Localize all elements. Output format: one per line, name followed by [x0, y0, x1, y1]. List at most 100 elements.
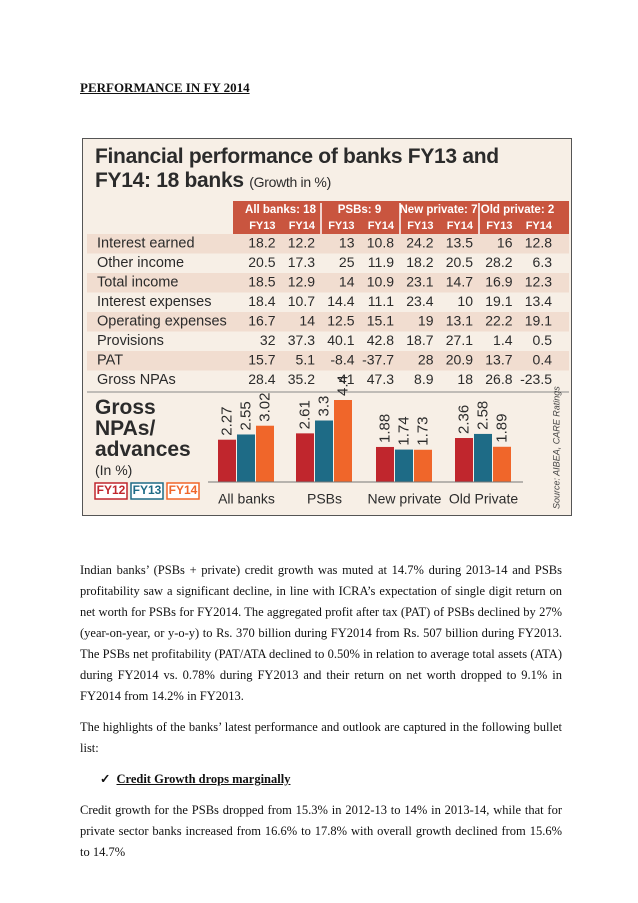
row-label: Interest earned — [97, 236, 195, 252]
cell: 18.7 — [406, 332, 433, 348]
cell: 12.3 — [525, 273, 552, 289]
row-band — [87, 273, 569, 293]
column-header: FY13 — [328, 220, 354, 232]
row-label: Gross NPAs — [97, 372, 176, 388]
cell: 10 — [457, 293, 473, 309]
cell: 23.1 — [406, 273, 433, 289]
value-label: 2.27 — [218, 406, 235, 435]
row-band — [87, 234, 569, 254]
cell: 18 — [457, 371, 473, 387]
source: Source: AIBEA, CARE Ratings — [551, 386, 561, 509]
infographic-title: Financial performance of banks FY13 and … — [95, 145, 555, 194]
cell: 5.1 — [296, 351, 316, 367]
cell: 26.8 — [485, 371, 512, 387]
value-label: 3.3 — [315, 396, 332, 417]
row-band — [87, 292, 569, 312]
row-label: PAT — [97, 353, 123, 369]
cell: 47.3 — [367, 371, 394, 387]
bar — [315, 420, 333, 482]
row-label: Interest expenses — [97, 294, 211, 310]
chart-subtitle: (In %) — [95, 462, 133, 478]
legend-swatch — [94, 482, 128, 500]
cell: 11.1 — [368, 293, 394, 309]
cell: 16.9 — [485, 273, 512, 289]
paragraph: Credit growth for the PSBs dropped from … — [80, 803, 562, 859]
value-label: 2.58 — [474, 401, 491, 430]
cell: 28.4 — [248, 371, 275, 387]
bar — [237, 434, 255, 482]
cell: 28 — [418, 351, 434, 367]
value-label: 2.61 — [296, 400, 313, 429]
cell: 17.3 — [288, 254, 315, 270]
value-label: 1.88 — [376, 414, 393, 443]
cell: 13.1 — [446, 312, 473, 328]
cell: -23.5 — [520, 371, 552, 387]
cell: 19.1 — [485, 293, 512, 309]
bar — [395, 449, 413, 482]
legend-label: FY14 — [169, 483, 198, 497]
row-band — [87, 312, 569, 332]
value-label: 1.89 — [493, 414, 510, 443]
cell: 14 — [299, 312, 315, 328]
column-header: FY14 — [447, 220, 474, 232]
paragraph: The highlights of the banks’ latest perf… — [80, 720, 562, 755]
cell: 10.9 — [367, 273, 394, 289]
cell: 8.9 — [414, 371, 434, 387]
bar — [474, 433, 492, 482]
cell: 18.2 — [406, 254, 433, 270]
bar — [414, 449, 432, 482]
check-icon: ✓ — [100, 772, 111, 786]
group-header: All banks: 18 — [245, 204, 317, 216]
row-label: Other income — [97, 255, 184, 271]
cell: 12.8 — [525, 234, 552, 250]
column-header: FY13 — [486, 220, 512, 232]
cell: 13 — [339, 234, 355, 250]
x-tick-label: New private — [368, 491, 442, 507]
row-label: Provisions — [97, 333, 164, 349]
legend-swatch — [166, 482, 200, 500]
value-label: 3.02 — [256, 393, 273, 422]
bullet: ✓ Credit Growth drops marginally — [100, 769, 562, 790]
cell: 12.5 — [327, 312, 354, 328]
value-label: 4.4 — [334, 375, 351, 396]
bullet-text: Credit Growth drops marginally — [116, 772, 291, 786]
column-header: FY14 — [368, 220, 395, 232]
row-label: Total income — [97, 275, 178, 291]
cell: 13.7 — [485, 351, 512, 367]
cell: 14 — [339, 273, 355, 289]
row-band — [87, 370, 569, 390]
cell: 41 — [339, 371, 355, 387]
cell: 0.5 — [533, 332, 553, 348]
cell: 10.8 — [367, 234, 394, 250]
cell: -8.4 — [330, 351, 354, 367]
cell: 27.1 — [446, 332, 473, 348]
bar — [256, 425, 274, 482]
cell: 37.3 — [288, 332, 315, 348]
cell: 19 — [418, 312, 434, 328]
cell: 20.5 — [446, 254, 473, 270]
bar — [376, 446, 394, 482]
row-band — [87, 351, 569, 371]
cell: 12.2 — [288, 234, 315, 250]
group-header: New private: 7 — [400, 204, 478, 216]
cell: 13.5 — [446, 234, 473, 250]
legend-label: FY13 — [133, 483, 162, 497]
cell: 25 — [339, 254, 355, 270]
cell: 24.2 — [406, 234, 433, 250]
cell: 42.8 — [367, 332, 394, 348]
cell: 1.4 — [493, 332, 513, 348]
bar — [493, 446, 511, 482]
cell: 18.2 — [248, 234, 275, 250]
cell: 40.1 — [327, 332, 354, 348]
column-header: FY13 — [407, 220, 433, 232]
x-tick-label: PSBs — [307, 491, 342, 507]
value-label: 2.55 — [237, 401, 254, 430]
bar — [218, 439, 236, 482]
cell: 10.7 — [288, 293, 315, 309]
cell: 19.1 — [525, 312, 552, 328]
group-header: PSBs: 9 — [338, 204, 381, 216]
x-tick-label: All banks — [218, 491, 275, 507]
bar — [455, 438, 473, 482]
value-label: 1.74 — [395, 416, 412, 445]
cell: 12.9 — [288, 273, 315, 289]
